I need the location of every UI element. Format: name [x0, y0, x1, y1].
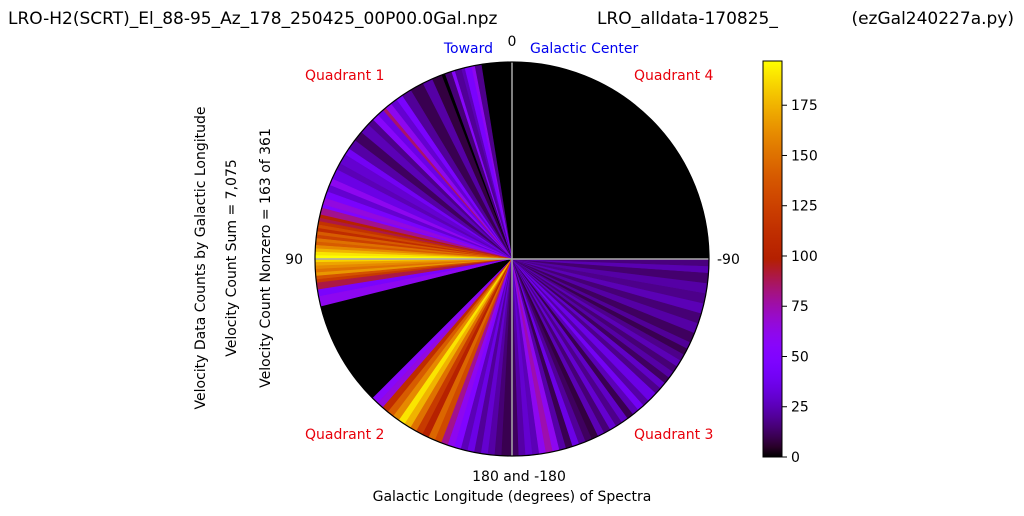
quadrant-2-label: Quadrant 2 [305, 427, 384, 443]
colorbar-tick-label: 25 [791, 400, 809, 416]
colorbar-tick-label: 0 [791, 450, 800, 466]
colorbar-tick-label: 50 [791, 349, 809, 365]
colorbar-ticks: 0 25 50 75 100 125 150 175 [782, 98, 818, 466]
quadrant-1-label: Quadrant 1 [305, 68, 384, 84]
angle-label-minus90: -90 [717, 252, 740, 268]
polar-wedges [314, 61, 710, 457]
wedge-segment [511, 61, 710, 260]
ylabel-counts: Velocity Data Counts by Galactic Longitu… [193, 107, 209, 410]
title-right: (ezGal240227a.py) [851, 9, 1014, 29]
title-left: LRO-H2(SCRT)_El_88-95_Az_178_250425_00P0… [8, 9, 498, 29]
ylabel-sum: Velocity Count Sum = 7,075 [224, 159, 240, 357]
quadrant-4-label: Quadrant 4 [634, 68, 714, 84]
galactic-center-label: Galactic Center [530, 41, 638, 57]
xlabel: Galactic Longitude (degrees) of Spectra [373, 489, 652, 505]
angle-label-0: 0 [508, 34, 517, 50]
polar-outline [314, 61, 710, 457]
colorbar-tick-label: 150 [791, 148, 818, 164]
colorbar-tick-label: 100 [791, 249, 818, 265]
colorbar-tick-label: 175 [791, 98, 818, 114]
angle-label-180: 180 and -180 [472, 469, 566, 485]
colorbar-tick-label: 125 [791, 199, 818, 215]
ylabel-nonzero: Velocity Count Nonzero = 163 of 361 [258, 128, 274, 388]
colorbar-tick-label: 75 [791, 299, 809, 315]
toward-label: Toward [443, 41, 493, 57]
title-center: LRO_alldata-170825_ [597, 9, 778, 29]
quadrant-3-label: Quadrant 3 [634, 427, 713, 443]
angle-label-90: 90 [285, 252, 303, 268]
colorbar [762, 60, 783, 458]
